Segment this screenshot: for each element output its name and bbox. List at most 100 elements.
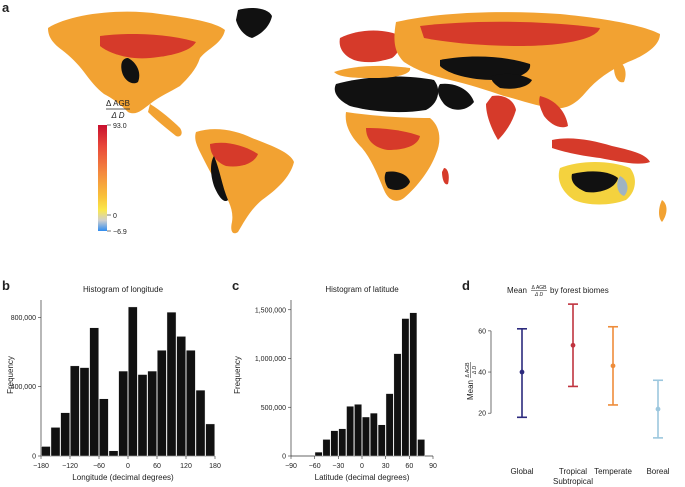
histogram-bar — [128, 306, 138, 457]
histogram-bar — [137, 374, 148, 457]
histogram-bar — [409, 312, 418, 457]
x-tick-label: −120 — [62, 463, 78, 470]
chart-d-y-label-prefix: Mean — [466, 380, 475, 400]
histogram-bar — [338, 428, 347, 457]
latitude-histogram: Histogram of latitude −90 −60 −30 0 30 60 90 0… — [233, 285, 437, 482]
chart-d-title-suffix: by forest biomes — [550, 286, 609, 295]
x-tick-label: −60 — [309, 463, 321, 470]
x-tick-label: −90 — [285, 463, 297, 470]
chart-c-title: Histogram of latitude — [325, 285, 399, 294]
chart-d-title-prefix: Mean — [507, 286, 527, 295]
chart-b-bars — [41, 306, 215, 457]
histogram-bar — [195, 389, 206, 457]
y-tick-label: 0 — [32, 454, 36, 461]
histogram-bar — [166, 311, 177, 457]
x-category-label: Tropical Subtropical — [553, 467, 593, 486]
histogram-bar — [118, 370, 128, 457]
australia-edge-grey — [617, 176, 628, 196]
chart-b-title: Histogram of longitude — [83, 285, 164, 294]
histogram-bar — [108, 450, 119, 457]
legend-zero-label: 0 — [113, 213, 117, 220]
world-map — [48, 8, 667, 234]
histogram-bar — [41, 446, 51, 457]
chart-c-x-ticks: −90 −60 −30 0 30 60 90 — [285, 456, 437, 470]
histogram-bar — [322, 439, 331, 457]
chart-b-x-label: Longitude (decimal degrees) — [72, 473, 174, 482]
histogram-bar — [99, 398, 109, 457]
x-tick-label: 60 — [153, 463, 161, 470]
histogram-bar — [362, 416, 370, 457]
greenland-land — [236, 8, 272, 38]
mean-point — [570, 342, 576, 348]
histogram-bar — [369, 412, 378, 457]
chart-c-y-ticks: 0 500,000 1,000,000 1,500,000 — [255, 307, 291, 461]
chart-d-y-label-denominator: Δ D — [472, 366, 478, 376]
panel-d-letter: d — [462, 278, 470, 293]
histogram-bar — [417, 439, 426, 457]
y-tick-label: 500,000 — [261, 405, 286, 412]
chart-c-y-label: Frequency — [233, 356, 242, 394]
panel-a-letter: a — [2, 0, 10, 15]
y-tick-label: 400,000 — [11, 384, 36, 391]
x-tick-label: 120 — [180, 463, 192, 470]
histogram-bar — [70, 365, 80, 457]
siberia-hot — [420, 21, 600, 46]
x-category-label: Boreal — [646, 467, 669, 476]
chart-b-y-ticks: 0 400,000 800,000 — [11, 315, 41, 461]
x-tick-label: 90 — [429, 463, 437, 470]
legend-colour-bar — [98, 125, 107, 231]
chart-d-title-numerator: Δ AGB — [531, 285, 547, 291]
central-america-land — [148, 104, 182, 137]
y-tick-label: 800,000 — [11, 315, 36, 322]
histogram-bar — [176, 336, 186, 457]
legend-title-numerator: Δ AGB — [106, 99, 130, 108]
y-tick-label: 20 — [478, 411, 486, 418]
x-tick-label: −30 — [332, 463, 344, 470]
legend-min-label: −6.9 — [113, 229, 127, 236]
tibet-dark — [491, 73, 532, 89]
australia-dark — [571, 171, 618, 193]
chart-d-title-denominator: Δ D — [534, 292, 544, 298]
histogram-bar — [157, 350, 167, 457]
y-tick-label: 1,500,000 — [255, 307, 286, 314]
histogram-bar — [60, 412, 70, 457]
legend-max-label: 93.0 — [113, 123, 127, 130]
se-asia-land — [539, 96, 568, 128]
us-southwest-dark — [121, 58, 140, 84]
longitude-histogram: Histogram of longitude −180 −120 −60 0 60 120… — [6, 285, 221, 482]
sahara-dark — [334, 76, 439, 113]
x-tick-label: −180 — [33, 463, 49, 470]
japan-land — [614, 60, 626, 83]
chart-c-bars — [314, 312, 426, 457]
chart-d-y-label: Mean Δ AGB Δ D — [465, 362, 478, 400]
x-tick-label: 30 — [382, 463, 390, 470]
europe-land — [339, 30, 401, 63]
histogram-bar — [401, 318, 410, 457]
histogram-bar — [393, 353, 402, 457]
amazon-hot — [210, 142, 258, 167]
arabia-dark — [437, 83, 474, 110]
north-america-land — [48, 11, 225, 114]
histogram-bar — [89, 327, 99, 457]
x-tick-label: 60 — [405, 463, 413, 470]
x-category-label: Global — [510, 467, 533, 476]
histogram-bar — [346, 406, 355, 457]
histogram-bar — [354, 404, 362, 457]
new-zealand-land — [659, 200, 667, 222]
histogram-bar — [205, 423, 215, 457]
chart-d-y-ticks: 20 40 60 — [478, 328, 491, 418]
histogram-bar — [377, 424, 386, 457]
panel-c-letter: c — [232, 278, 240, 293]
y-tick-label: 1,000,000 — [255, 356, 286, 363]
kalahari-dark — [384, 171, 410, 190]
histogram-bar — [147, 370, 157, 457]
mean-point — [655, 406, 661, 412]
panel-b-letter: b — [2, 278, 10, 293]
x-category-label: Temperate — [594, 467, 632, 476]
x-tick-label: 0 — [126, 463, 130, 470]
chart-d-y-label-numerator: Δ AGB — [465, 362, 471, 378]
madagascar-land — [442, 168, 449, 185]
chart-b-x-ticks: −180 −120 −60 0 60 120 180 — [33, 456, 221, 470]
central-africa-hot — [366, 128, 420, 150]
